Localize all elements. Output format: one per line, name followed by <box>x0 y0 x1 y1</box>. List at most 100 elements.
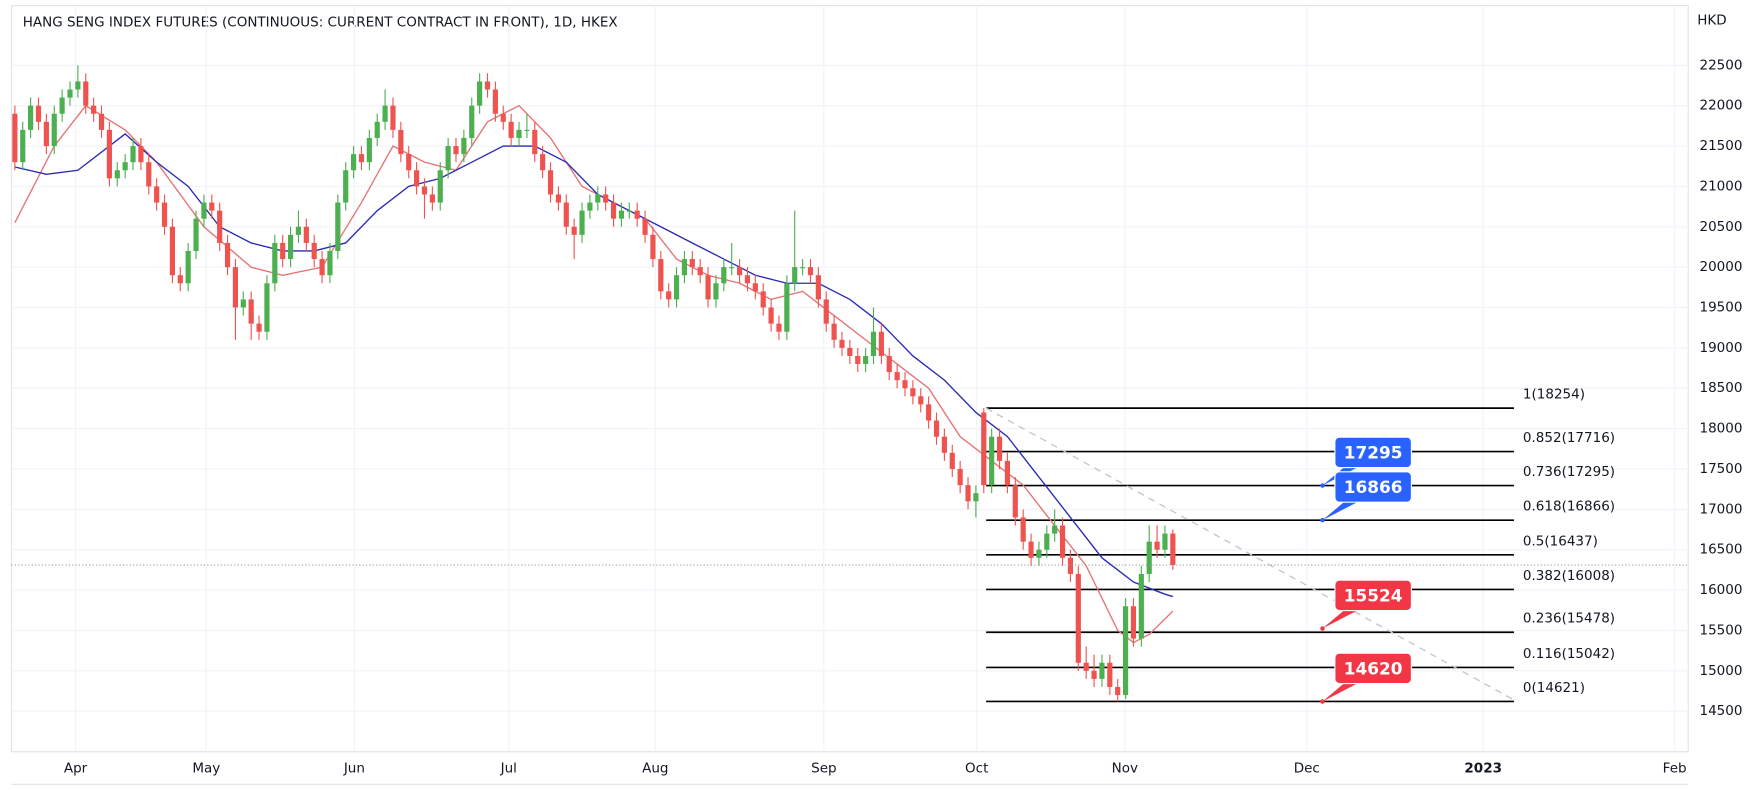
callout-box <box>1334 436 1412 469</box>
candle-body <box>760 291 766 308</box>
plot-frame <box>10 5 1689 753</box>
candle-body <box>406 154 412 171</box>
x-tick-label: 2023 <box>1464 761 1502 777</box>
plot: 1(18254) 0.852(17716) 0.736(17295) 0.618(16… <box>11 65 1689 704</box>
candle-body <box>705 275 711 300</box>
candle-body <box>295 226 302 235</box>
y-tick-label: 17500 <box>1700 461 1743 477</box>
callout-anchor <box>1320 699 1325 704</box>
candle-body <box>1044 533 1050 550</box>
candle-body <box>138 146 144 163</box>
y-tick-label: 21500 <box>1700 138 1743 154</box>
candle-body <box>287 234 294 260</box>
callout-box <box>1334 652 1412 685</box>
candle-body <box>800 267 806 269</box>
candle-body <box>343 170 349 203</box>
candle-body <box>587 202 593 211</box>
fib-level-label: 0.382(16008) <box>1523 568 1615 584</box>
candle-body <box>1122 606 1129 696</box>
candle-body <box>603 194 609 203</box>
candle-body <box>579 210 585 235</box>
candle-body <box>75 81 81 90</box>
candle-body <box>351 154 357 171</box>
candle-body <box>1107 662 1113 687</box>
candle-body <box>870 331 877 356</box>
fib-level-label: 0.618(16866) <box>1523 499 1615 515</box>
y-tick-label: 16000 <box>1700 582 1743 598</box>
x-tick-label: Aug <box>642 761 668 777</box>
candle-body <box>1130 606 1137 639</box>
candle-body <box>59 97 65 114</box>
candle-body <box>303 226 309 243</box>
candle-body <box>713 283 719 300</box>
candle-body <box>1162 533 1168 550</box>
candle-body <box>248 299 254 324</box>
candle-body <box>815 275 821 300</box>
candle-body <box>154 186 160 203</box>
candle-body <box>918 396 924 405</box>
candle-body <box>382 105 388 122</box>
x-tick-label: Nov <box>1112 761 1138 777</box>
candle-body <box>193 218 199 251</box>
callout-anchor <box>1320 517 1325 523</box>
candle-body <box>650 234 656 260</box>
y-tick-label: 19000 <box>1700 340 1743 356</box>
candle-body <box>453 146 459 155</box>
candle-body <box>1028 541 1034 558</box>
candle-body <box>965 485 971 502</box>
callout-anchor <box>1320 626 1325 631</box>
y-tick-label: 15000 <box>1700 663 1743 679</box>
candle-body <box>823 299 829 324</box>
candle-body <box>366 137 372 163</box>
candle-body <box>996 436 1003 461</box>
candle-body <box>445 146 451 171</box>
candle-body <box>902 380 908 389</box>
candle-body <box>989 436 995 486</box>
candle-body <box>736 267 743 276</box>
callout-anchor <box>1320 483 1325 488</box>
candle-body <box>571 226 577 235</box>
candle-body <box>398 129 404 155</box>
candle-body <box>28 105 34 130</box>
candle-body <box>697 267 703 276</box>
candle-body <box>1091 670 1097 679</box>
candle-body <box>595 194 601 203</box>
candle-body <box>1067 557 1074 574</box>
candle-body <box>1115 686 1121 696</box>
candle-body <box>658 259 664 292</box>
candle-body <box>973 493 979 502</box>
candle-body <box>185 250 191 284</box>
y-tick-label: 20500 <box>1700 219 1743 235</box>
x-tick-label: May <box>192 761 220 777</box>
x-tick-label: Jun <box>343 761 365 777</box>
candle-body <box>524 129 530 132</box>
y-tick-label: 19500 <box>1700 300 1743 316</box>
candle-body <box>161 202 168 227</box>
candle-body <box>642 218 648 235</box>
y-tick-label: 18500 <box>1700 380 1743 396</box>
candle-body <box>1012 485 1018 518</box>
axes: 14500 15000 15500 16000 16500 17000 17500 18000… <box>64 57 1743 776</box>
fib-level-label: 0.116(15042) <box>1523 646 1615 662</box>
candle-body <box>311 242 317 260</box>
candle-body <box>886 355 892 373</box>
callout-box <box>1334 471 1412 503</box>
candle-body <box>217 210 223 243</box>
candle-body <box>1036 549 1042 558</box>
candle-body <box>1146 541 1152 574</box>
y-tick-label: 22000 <box>1700 98 1743 114</box>
candle-body <box>784 283 790 332</box>
candle-body <box>209 202 215 211</box>
candle-body <box>1154 541 1160 550</box>
candle-body <box>51 113 57 147</box>
candle-body <box>390 105 396 130</box>
y-tick-label: 22500 <box>1700 57 1743 73</box>
candle-body <box>863 355 869 365</box>
candle-body <box>689 259 695 268</box>
y-tick-label: 17000 <box>1700 501 1743 517</box>
candle-body <box>477 81 483 106</box>
candle-body <box>547 170 554 195</box>
candle-body <box>169 226 175 276</box>
candle-body <box>98 113 105 130</box>
